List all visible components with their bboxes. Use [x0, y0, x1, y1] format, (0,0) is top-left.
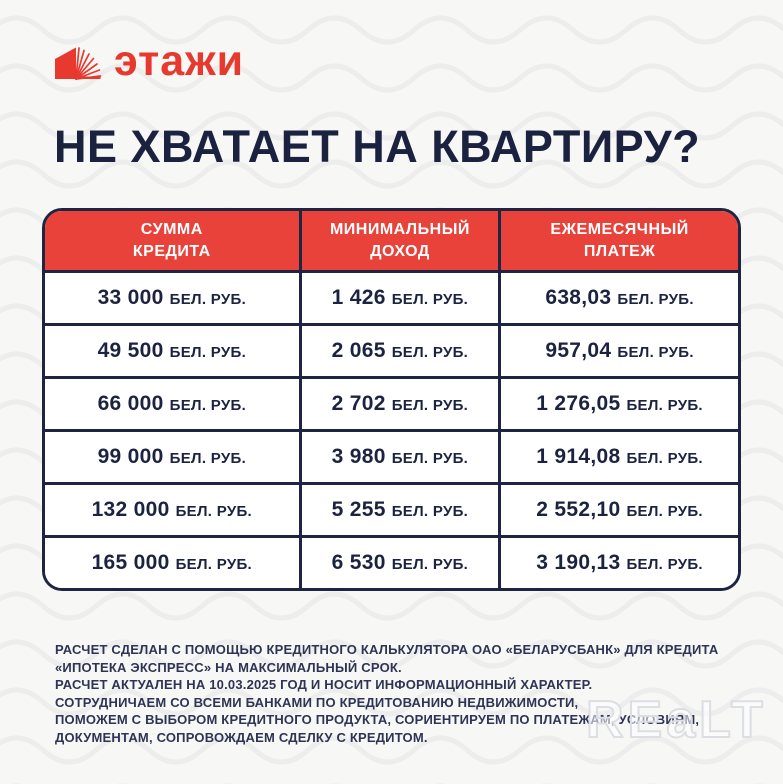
cell-amount: 165 000	[91, 551, 170, 574]
cell-amount: 638,03	[545, 286, 612, 309]
cell-currency-unit: БЕЛ. РУБ.	[626, 555, 703, 573]
table-cell: 2 552,10 БЕЛ. РУБ.	[498, 485, 738, 535]
table-cell: 638,03 БЕЛ. РУБ.	[498, 273, 738, 323]
table-cell: 2 065 БЕЛ. РУБ.	[298, 326, 499, 376]
table-cell: 49 500 БЕЛ. РУБ.	[45, 326, 299, 376]
table-cell: 3 190,13 БЕЛ. РУБ.	[498, 538, 738, 588]
disclaimer-line: «ИПОТЕКА ЭКСПРЕСС» НА МАКСИМАЛЬНЫЙ СРОК.	[55, 659, 402, 675]
brand-name: этажи	[114, 37, 245, 85]
cell-amount: 2 702	[331, 392, 386, 415]
table-row: 132 000 БЕЛ. РУБ. 5 255 БЕЛ. РУБ. 2 552,10 БЕ…	[45, 482, 738, 535]
cell-currency-unit: БЕЛ. РУБ.	[169, 343, 247, 361]
cell-amount: 2 065	[331, 339, 386, 362]
table-cell: 132 000 БЕЛ. РУБ.	[45, 485, 299, 535]
cell-currency-unit: БЕЛ. РУБ.	[169, 396, 247, 414]
disclaimer-line: ДОКУМЕНТАМ, СОПРОВОЖДАЕМ СДЕЛКУ С КРЕДИТ…	[55, 729, 428, 745]
table-cell: 33 000 БЕЛ. РУБ.	[45, 273, 299, 323]
cell-currency-unit: БЕЛ. РУБ.	[391, 502, 469, 520]
cell-currency-unit: БЕЛ. РУБ.	[391, 555, 469, 573]
table-cell: 1 914,08 БЕЛ. РУБ.	[498, 432, 738, 482]
table-row: 49 500 БЕЛ. РУБ. 2 065 БЕЛ. РУБ. 957,04 БЕЛ. …	[45, 323, 738, 376]
cell-amount: 1 276,05	[536, 392, 621, 415]
table-cell: 1 276,05 БЕЛ. РУБ.	[498, 379, 738, 429]
table-row: 165 000 БЕЛ. РУБ. 6 530 БЕЛ. РУБ. 3 190,13 БЕ…	[45, 535, 738, 588]
cell-amount: 1 426	[331, 286, 386, 309]
column-header-credit-sum: СУММА КРЕДИТА	[132, 220, 211, 260]
disclaimer-line: ПОМОЖЕМ С ВЫБОРОМ КРЕДИТНОГО ПРОДУКТА, С…	[55, 712, 700, 727]
cell-currency-unit: БЕЛ. РУБ.	[169, 449, 247, 467]
cell-amount: 33 000	[97, 286, 164, 309]
table-cell: 66 000 БЕЛ. РУБ.	[45, 379, 299, 429]
cell-currency-unit: БЕЛ. РУБ.	[175, 555, 253, 573]
realt-watermark: REaLT	[585, 691, 767, 749]
table-cell: 5 255 БЕЛ. РУБ.	[298, 485, 499, 535]
cell-amount: 957,04	[545, 339, 612, 362]
cell-currency-unit: БЕЛ. РУБ.	[626, 502, 703, 520]
disclaimer-line: СОТРУДНИЧАЕМ СО ВСЕМИ БАНКАМИ ПО КРЕДИТО…	[55, 694, 579, 710]
table-cell: 3 980 БЕЛ. РУБ.	[298, 432, 499, 482]
disclaimer-line: РАСЧЕТ СДЕЛАН С ПОМОЩЬЮ КРЕДИТНОГО КАЛЬК…	[55, 642, 719, 657]
brand-logo: этажи	[52, 40, 244, 87]
cell-amount: 2 552,10	[536, 498, 621, 521]
cell-amount: 3 980	[331, 445, 386, 468]
table-row: 99 000 БЕЛ. РУБ. 3 980 БЕЛ. РУБ. 1 914,08 БЕЛ…	[45, 429, 738, 482]
cell-currency-unit: БЕЛ. РУБ.	[391, 449, 469, 467]
table-row: 33 000 БЕЛ. РУБ. 1 426 БЕЛ. РУБ. 638,03 БЕЛ. …	[45, 270, 738, 323]
cell-currency-unit: БЕЛ. РУБ.	[626, 396, 703, 414]
loan-table: СУММА КРЕДИТА МИНИМАЛЬНЫЙ ДОХОД ЕЖЕМЕСЯЧ…	[42, 208, 741, 591]
cell-amount: 1 914,08	[536, 445, 621, 468]
cell-currency-unit: БЕЛ. РУБ.	[169, 290, 247, 308]
cell-currency-unit: БЕЛ. РУБ.	[391, 396, 469, 414]
etazhi-house-icon	[55, 46, 102, 80]
cell-currency-unit: БЕЛ. РУБ.	[391, 343, 469, 361]
cell-currency-unit: БЕЛ. РУБ.	[617, 343, 694, 361]
cell-amount: 99 000	[97, 445, 164, 468]
cell-currency-unit: БЕЛ. РУБ.	[617, 290, 694, 308]
cell-amount: 6 530	[331, 551, 386, 574]
cell-amount: 49 500	[97, 339, 164, 362]
disclaimer-text: РАСЧЕТ СДЕЛАН С ПОМОЩЬЮ КРЕДИТНОГО КАЛЬК…	[55, 641, 745, 746]
table-row: 66 000 БЕЛ. РУБ. 2 702 БЕЛ. РУБ. 1 276,05 БЕЛ…	[45, 376, 738, 429]
cell-amount: 3 190,13	[536, 551, 621, 574]
cell-amount: 66 000	[97, 392, 164, 415]
cell-currency-unit: БЕЛ. РУБ.	[626, 449, 703, 467]
table-cell: 957,04 БЕЛ. РУБ.	[498, 326, 738, 376]
column-header-min-income: МИНИМАЛЬНЫЙ ДОХОД	[298, 211, 499, 270]
cell-currency-unit: БЕЛ. РУБ.	[391, 290, 469, 308]
page-title: НЕ ХВАТАЕТ НА КВАРТИРУ?	[54, 121, 701, 172]
cell-currency-unit: БЕЛ. РУБ.	[175, 502, 253, 520]
cell-amount: 132 000	[91, 498, 170, 521]
table-cell: 165 000 БЕЛ. РУБ.	[45, 538, 299, 588]
cell-amount: 5 255	[331, 498, 386, 521]
table-cell: 6 530 БЕЛ. РУБ.	[298, 538, 499, 588]
table-body: 33 000 БЕЛ. РУБ. 1 426 БЕЛ. РУБ. 638,03 БЕЛ. …	[45, 270, 738, 588]
column-header-monthly-payment: ЕЖЕМЕСЯЧНЫЙ ПЛАТЕЖ	[498, 211, 738, 270]
table-cell: 99 000 БЕЛ. РУБ.	[45, 432, 299, 482]
table-header-row: СУММА КРЕДИТА МИНИМАЛЬНЫЙ ДОХОД ЕЖЕМЕСЯЧ…	[45, 211, 738, 270]
table-cell: 1 426 БЕЛ. РУБ.	[298, 273, 499, 323]
disclaimer-line: РАСЧЕТ АКТУАЛЕН НА 10.03.2025 ГОД И НОСИ…	[55, 677, 593, 692]
table-cell: 2 702 БЕЛ. РУБ.	[298, 379, 499, 429]
